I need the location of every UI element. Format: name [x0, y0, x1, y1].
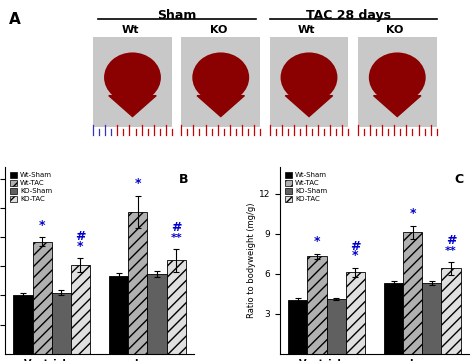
Text: #: # — [446, 234, 456, 247]
Text: B: B — [179, 173, 189, 186]
Ellipse shape — [104, 52, 161, 103]
Text: Wt: Wt — [121, 25, 139, 35]
Bar — [109, 276, 128, 354]
Bar — [441, 269, 461, 354]
Text: #: # — [75, 230, 86, 243]
Ellipse shape — [281, 52, 337, 103]
Ellipse shape — [369, 52, 426, 103]
Text: TAC 28 days: TAC 28 days — [306, 9, 391, 22]
FancyBboxPatch shape — [93, 36, 172, 127]
Text: KO: KO — [386, 25, 404, 35]
Bar — [288, 300, 308, 354]
Legend: Wt-Sham, Wt-TAC, KO-Sham, KO-TAC: Wt-Sham, Wt-TAC, KO-Sham, KO-TAC — [8, 171, 54, 204]
FancyBboxPatch shape — [181, 36, 260, 127]
Polygon shape — [109, 96, 156, 117]
Text: A: A — [9, 12, 21, 27]
Text: **: ** — [170, 233, 182, 243]
Text: *: * — [410, 207, 416, 220]
Bar — [13, 295, 33, 354]
Text: KO: KO — [210, 25, 227, 35]
Text: Sham: Sham — [157, 9, 196, 22]
Text: C: C — [454, 173, 463, 186]
Bar — [52, 292, 71, 354]
Bar — [327, 299, 346, 354]
Text: #: # — [350, 240, 361, 253]
Bar — [71, 265, 90, 354]
Y-axis label: Ratio to bodyweight (mg/g): Ratio to bodyweight (mg/g) — [247, 203, 256, 318]
Ellipse shape — [192, 52, 249, 103]
Bar — [166, 261, 186, 354]
Bar — [384, 283, 403, 354]
Legend: Wt-Sham, Wt-TAC, KO-Sham, KO-TAC: Wt-Sham, Wt-TAC, KO-Sham, KO-TAC — [283, 171, 328, 204]
Polygon shape — [285, 96, 333, 117]
Text: *: * — [352, 249, 358, 262]
Text: *: * — [135, 177, 141, 190]
FancyBboxPatch shape — [358, 36, 437, 127]
Polygon shape — [374, 96, 421, 117]
Bar — [128, 212, 147, 354]
Polygon shape — [197, 96, 245, 117]
Bar — [422, 283, 441, 354]
Bar — [403, 232, 422, 354]
Bar — [346, 273, 365, 354]
Text: **: ** — [445, 246, 457, 256]
Text: #: # — [171, 221, 182, 234]
Bar — [147, 274, 166, 354]
Text: *: * — [314, 235, 320, 248]
Text: Wt: Wt — [298, 25, 315, 35]
Bar — [33, 242, 52, 354]
Text: *: * — [39, 218, 46, 231]
Text: *: * — [77, 240, 83, 253]
FancyBboxPatch shape — [270, 36, 348, 127]
Bar — [308, 256, 327, 354]
